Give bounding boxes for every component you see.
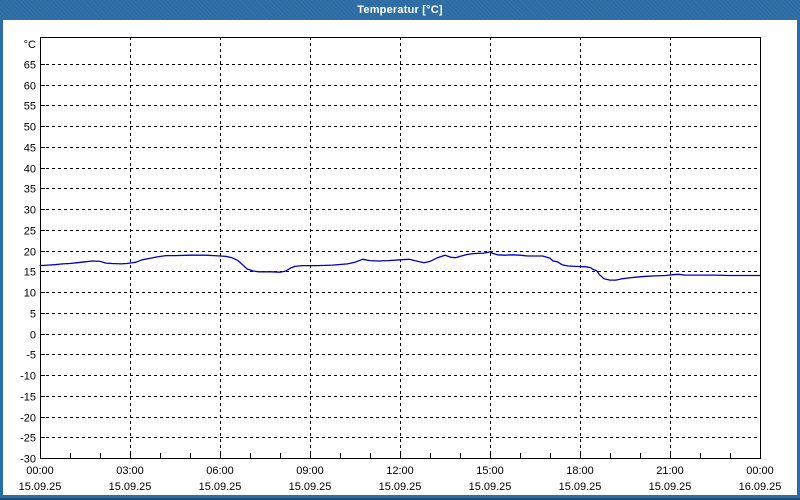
x-axis-date-label: 15.09.25 [109, 481, 152, 493]
x-axis-time-label: 18:00 [566, 465, 594, 477]
y-axis-label: -10 [20, 371, 36, 383]
x-axis-time-label: 00:00 [26, 465, 54, 477]
y-axis-unit-label: °C [24, 39, 36, 51]
x-axis-date-label: 15.09.25 [559, 481, 602, 493]
x-axis-time-label: 06:00 [206, 465, 234, 477]
x-axis-time-label: 09:00 [296, 465, 324, 477]
x-axis-date-label: 15.09.25 [649, 481, 692, 493]
x-axis-date-label: 15.09.25 [19, 481, 62, 493]
x-axis-date-label: 16.09.25 [739, 481, 782, 493]
x-axis-time-label: 03:00 [116, 465, 144, 477]
y-axis-label: -30 [20, 454, 36, 466]
x-axis-date-label: 15.09.25 [199, 481, 242, 493]
chart-area: 65 60 55 50 45 40 35 30 25 20 15 10 5 0 -5 -10 -15 -20 -25… [3, 20, 797, 495]
y-axis-label: 65 [24, 60, 36, 72]
x-axis-date-label: 15.09.25 [289, 481, 332, 493]
y-axis-label: 40 [24, 164, 36, 176]
y-axis-label: 30 [24, 205, 36, 217]
x-axis-date-label: 15.09.25 [469, 481, 512, 493]
temperature-series-line [39, 251, 761, 281]
y-axis-label: 45 [24, 143, 36, 155]
y-axis-label: 35 [24, 184, 36, 196]
y-axis-label: 15 [24, 267, 36, 279]
y-axis-label: 20 [24, 247, 36, 259]
y-axis-label: -25 [20, 433, 36, 445]
y-axis-label: -15 [20, 392, 36, 404]
y-axis-label: 60 [24, 81, 36, 93]
y-axis-label: 50 [24, 122, 36, 134]
y-axis-label: 0 [30, 330, 36, 342]
plot-frame [40, 37, 761, 459]
x-axis-time-label: 12:00 [386, 465, 414, 477]
window-title: Temperatur [°C] [357, 4, 443, 16]
y-axis-label: 55 [24, 101, 36, 113]
y-axis-label: 5 [30, 309, 36, 321]
y-axis-label: -20 [20, 413, 36, 425]
y-axis-label: 25 [24, 226, 36, 238]
y-axis-label: 10 [24, 288, 36, 300]
x-axis-time-label: 21:00 [656, 465, 684, 477]
window-titlebar[interactable]: Temperatur [°C] [0, 0, 800, 20]
x-axis-time-label: 00:00 [746, 465, 774, 477]
x-axis-date-label: 15.09.25 [379, 481, 422, 493]
x-axis-time-label: 15:00 [476, 465, 504, 477]
temperature-chart: 65605550454035302520151050-5-10-15-20-25… [19, 37, 782, 493]
y-axis-label: -5 [26, 350, 36, 362]
